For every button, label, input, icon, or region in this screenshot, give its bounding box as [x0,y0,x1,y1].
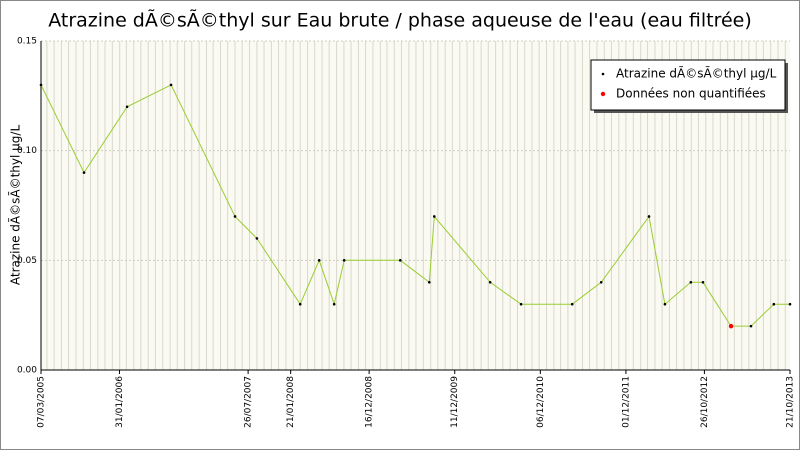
chart-title: Atrazine dÃ©sÃ©thyl sur Eau brute / phas… [48,9,752,32]
x-tick-label: 11/12/2009 [450,376,460,428]
data-point [570,302,574,306]
data-point [689,280,693,284]
data-point [488,280,492,284]
x-tick-label: 06/12/2010 [536,376,546,428]
x-tick-label: 26/10/2012 [700,376,710,428]
data-point [519,302,523,306]
legend-marker [601,72,605,76]
data-point [39,83,43,87]
y-axis-label: Atrazine dÃ©sÃ©thyl µg/L [8,125,23,286]
legend-marker [600,91,606,97]
data-point [82,171,86,174]
data-point [772,302,776,306]
x-tick-label: 21/10/2013 [786,376,796,428]
data-point [701,280,705,284]
x-tick-label: 01/12/2011 [621,376,631,428]
data-point [647,215,651,218]
x-tick-label: 26/07/2007 [244,376,254,428]
legend-label: Atrazine dÃ©sÃ©thyl µg/L [616,66,777,81]
data-point [728,323,734,329]
data-point [599,280,603,284]
data-point [788,302,792,306]
data-point [233,215,237,218]
x-tick-label: 31/01/2006 [115,376,125,428]
data-point [663,302,667,306]
x-tick-label: 07/03/2005 [37,376,47,428]
y-tick-label: 0.15 [17,37,37,47]
data-point [125,105,129,109]
data-point [332,302,336,306]
y-tick-label: 0.00 [17,366,37,376]
data-point [317,259,321,262]
data-point [398,259,402,262]
data-point [255,237,259,240]
y-tick-label: 0.05 [17,256,37,266]
data-point [749,324,753,328]
legend [590,59,786,111]
legend-label: Données non quantifiées [616,87,766,101]
data-point [169,83,173,87]
x-tick-label: 16/12/2008 [365,376,375,428]
data-point [432,215,436,218]
data-point [342,259,346,262]
x-tick-label: 21/01/2008 [286,376,296,428]
data-point [427,280,431,284]
data-point [298,302,302,306]
y-tick-label: 0.10 [17,146,37,156]
